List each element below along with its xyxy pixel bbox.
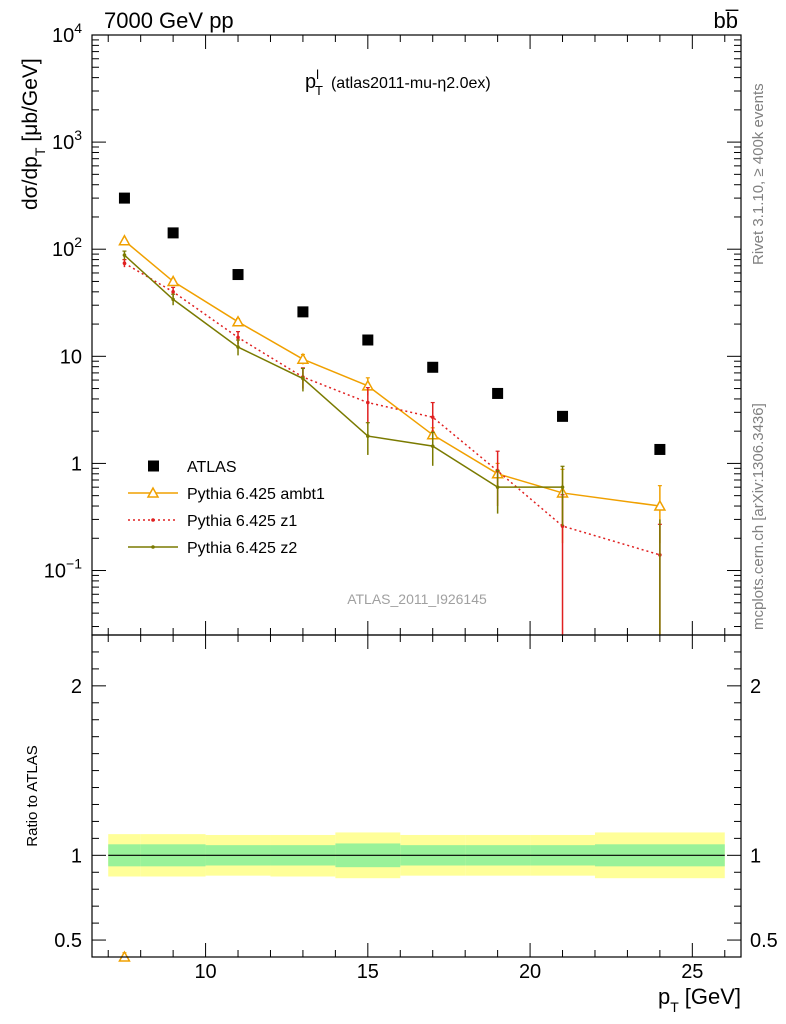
y-tick-label: 103 — [52, 127, 82, 154]
data-point — [301, 376, 305, 381]
data-point — [362, 334, 374, 346]
y-tick-label-base: 10 — [44, 561, 66, 583]
x-axis-label: pT [GeV] — [658, 984, 741, 1015]
plot-title-rest: (atlas2011-mu-η2.0ex) — [331, 75, 491, 92]
y-tick-label: 102 — [52, 234, 82, 261]
legend-label: ATLAS — [187, 459, 237, 476]
ratio-x-axis: 10 15 20 25 — [107, 635, 726, 983]
y-tick-label-base: 1 — [71, 453, 82, 475]
data-point — [171, 290, 175, 294]
y-tick-label-exp: 4 — [74, 20, 82, 36]
data-point — [654, 443, 666, 455]
x-label-sub: T — [670, 999, 679, 1015]
legend-marker — [146, 486, 160, 498]
x-label-unit: [GeV] — [685, 984, 741, 1009]
data-point — [297, 306, 309, 318]
ratio-y-tick-label-right: 1 — [750, 845, 761, 867]
plot-title-main: p — [305, 71, 316, 93]
y-tick-label: 10−1 — [44, 556, 82, 583]
x-tick-label: 20 — [519, 961, 541, 983]
data-point — [122, 261, 127, 266]
ratio-y-axis-label: Ratio to ATLAS — [24, 745, 41, 846]
ratio-y-axis: 0.5 0.5 1 1 2 2 — [54, 634, 778, 958]
y-tick-label-base: 10 — [60, 346, 82, 368]
data-point — [236, 335, 240, 340]
data-point — [366, 400, 370, 405]
data-point — [560, 485, 565, 489]
ratio-y-tick-label: 2 — [71, 676, 82, 698]
legend-marker — [151, 518, 155, 522]
series-line — [123, 254, 563, 488]
legend-marker — [148, 460, 159, 472]
y-tick-label-exp: −1 — [66, 556, 82, 572]
data-point — [430, 415, 435, 420]
y-tick-label-base: 10 — [52, 132, 74, 154]
data-point — [492, 387, 504, 399]
ratio-y-tick-label-right: 2 — [750, 676, 761, 698]
y-tick-label-base: 10 — [52, 239, 74, 261]
ratio-plot-frame — [91, 634, 742, 958]
legend-item: ATLAS — [148, 459, 237, 476]
data-point — [557, 410, 569, 422]
data-point — [231, 315, 245, 327]
y-tick-label: 1 — [71, 453, 82, 475]
legend: ATLAS Pythia 6.425 ambt1 Pythia 6.425 z1 Py… — [128, 459, 325, 557]
y-tick-label: 10 — [60, 346, 82, 368]
series-pythia-6-425-z2 — [122, 250, 661, 635]
main-y-label-sub: T — [32, 147, 48, 156]
legend-label: Pythia 6.425 ambt1 — [187, 486, 325, 503]
data-point — [171, 297, 175, 302]
data-point — [236, 345, 240, 349]
data-point — [232, 269, 244, 281]
process-label: bb̅ — [714, 8, 739, 33]
rivet-label: Rivet 3.1.10, ≥ 400k events — [750, 83, 767, 265]
data-point — [366, 434, 370, 438]
plot-title-sup: l — [316, 67, 319, 82]
watermark: ATLAS_2011_I926145 — [347, 591, 487, 607]
x-tick-label: 10 — [194, 961, 216, 983]
series-line — [124, 262, 661, 556]
data-point — [430, 444, 435, 448]
data-point — [427, 361, 439, 373]
legend-item: Pythia 6.425 z1 — [128, 513, 297, 530]
mcplots-label: mcplots.cern.ch [arXiv:1306.3436] — [750, 403, 767, 630]
ratio-y-tick-label-right: 0.5 — [750, 930, 778, 952]
series-atlas — [118, 192, 666, 455]
plot-title: pl T (atlas2011-mu-η2.0ex) — [305, 67, 491, 98]
y-tick-label-exp: 2 — [74, 234, 82, 250]
x-tick-label: 25 — [681, 961, 703, 983]
data-point — [118, 234, 131, 246]
ratio-y-tick-label: 1 — [71, 845, 82, 867]
ratio-plot-panel: 0.5 0.5 1 1 2 2 10 15 20 25 Ratio to ATLAS pT [Ge… — [24, 634, 778, 1015]
main-y-label-unit: [μb/GeV] — [19, 58, 42, 141]
plot-title-sub: T — [315, 83, 323, 98]
legend-item: Pythia 6.425 ambt1 — [128, 486, 325, 503]
series-pythia-6-425-z1 — [122, 258, 662, 635]
data-point — [167, 227, 179, 239]
y-tick-label-base: 10 — [52, 25, 74, 47]
y-tick-label: 104 — [52, 20, 82, 47]
legend-label: Pythia 6.425 z2 — [187, 540, 297, 557]
main-series-layer — [118, 192, 667, 635]
legend-label: Pythia 6.425 z1 — [187, 513, 297, 530]
data-point — [166, 274, 180, 287]
x-label-main: p — [658, 984, 670, 1009]
data-point — [296, 352, 310, 364]
energy-label: 7000 GeV pp — [104, 8, 234, 33]
y-tick-label-exp: 3 — [74, 127, 82, 143]
main-y-label-main: dσ/dp — [19, 156, 42, 210]
legend-item: Pythia 6.425 z2 — [128, 540, 297, 557]
x-tick-label: 15 — [357, 961, 379, 983]
data-point — [118, 192, 130, 204]
ratio-y-tick-label: 0.5 — [54, 930, 82, 952]
legend-marker — [151, 545, 155, 549]
data-point — [653, 499, 667, 511]
data-point — [495, 485, 500, 489]
data-point — [122, 253, 127, 257]
main-y-axis-label: dσ/dpT [μb/GeV] — [19, 58, 48, 210]
